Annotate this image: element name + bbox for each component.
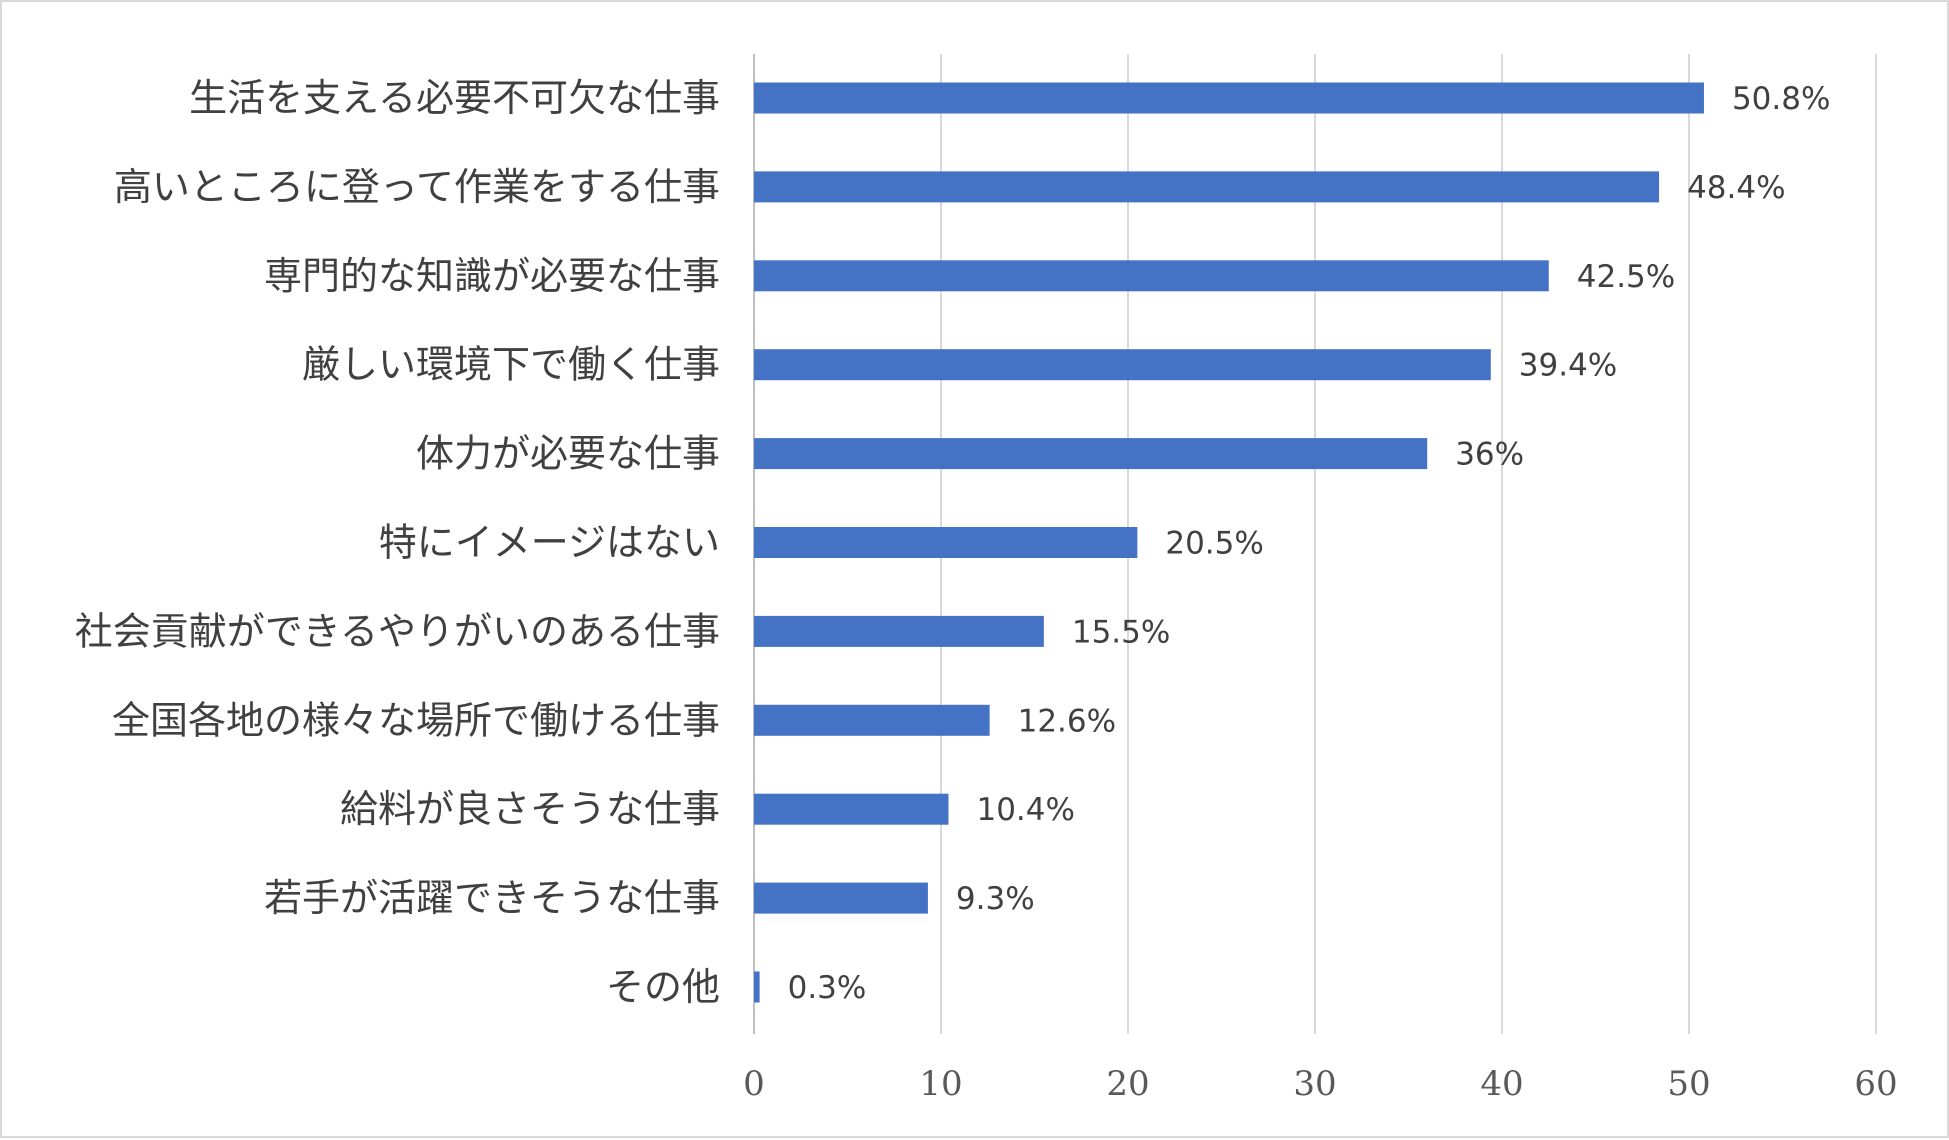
- category-label-6: 特にイメージはない: [379, 521, 720, 565]
- x-tick-label-30: 30: [1293, 1064, 1336, 1104]
- value-label-3: 42.5%: [1577, 259, 1675, 295]
- category-label-3: 専門的な知識が必要な仕事: [264, 254, 720, 298]
- value-labels: 50.8% 48.4% 42.5% 39.4% 36% 20.5% 15.5% 12.6% 10…: [788, 81, 1831, 1006]
- value-label-7: 15.5%: [1072, 614, 1170, 650]
- x-axis-tick-labels: 0 10 20 30 40 50 60: [743, 1064, 1897, 1104]
- x-tick-label-50: 50: [1667, 1064, 1710, 1104]
- value-label-10: 9.3%: [956, 881, 1035, 917]
- bar-11: [754, 971, 760, 1003]
- category-label-9: 給料が良さそうな仕事: [340, 787, 720, 831]
- category-labels: 生活を支える必要不可欠な仕事高いところに登って作業をする仕事専門的な知識が必要な…: [75, 76, 720, 1009]
- bars: [754, 82, 1704, 1003]
- value-label-2: 48.4%: [1687, 170, 1785, 206]
- category-label-10: 若手が活躍できそうな仕事: [264, 876, 720, 920]
- bar-7: [754, 615, 1044, 647]
- category-label-7: 社会貢献ができるやりがいのある仕事: [75, 609, 720, 653]
- value-label-4: 39.4%: [1519, 348, 1617, 384]
- category-label-8: 全国各地の様々な場所で働ける仕事: [112, 698, 720, 742]
- bar-1: [754, 82, 1704, 114]
- x-tick-label-60: 60: [1854, 1064, 1897, 1104]
- x-tick-label-10: 10: [919, 1064, 962, 1104]
- category-label-11: その他: [606, 965, 720, 1009]
- category-label-5: 体力が必要な仕事: [416, 432, 720, 476]
- value-label-8: 12.6%: [1018, 703, 1116, 739]
- bar-4: [754, 349, 1491, 381]
- value-label-9: 10.4%: [976, 792, 1074, 828]
- bar-3: [754, 260, 1549, 292]
- x-tick-label-40: 40: [1480, 1064, 1523, 1104]
- bar-8: [754, 704, 990, 736]
- value-label-6: 20.5%: [1165, 526, 1263, 562]
- value-label-1: 50.8%: [1732, 81, 1830, 117]
- value-label-5: 36%: [1455, 437, 1524, 473]
- x-tick-label-20: 20: [1106, 1064, 1149, 1104]
- bar-6: [754, 527, 1138, 558]
- bar-10: [754, 882, 928, 914]
- bar-5: [754, 438, 1428, 470]
- bar-2: [754, 171, 1660, 203]
- x-tick-label-0: 0: [743, 1064, 765, 1104]
- bar-9: [754, 793, 949, 825]
- category-label-2: 高いところに登って作業をする仕事: [114, 165, 720, 209]
- value-label-11: 0.3%: [788, 970, 867, 1006]
- category-label-4: 厳しい環境下で働く仕事: [302, 343, 720, 387]
- category-label-1: 生活を支える必要不可欠な仕事: [189, 76, 720, 120]
